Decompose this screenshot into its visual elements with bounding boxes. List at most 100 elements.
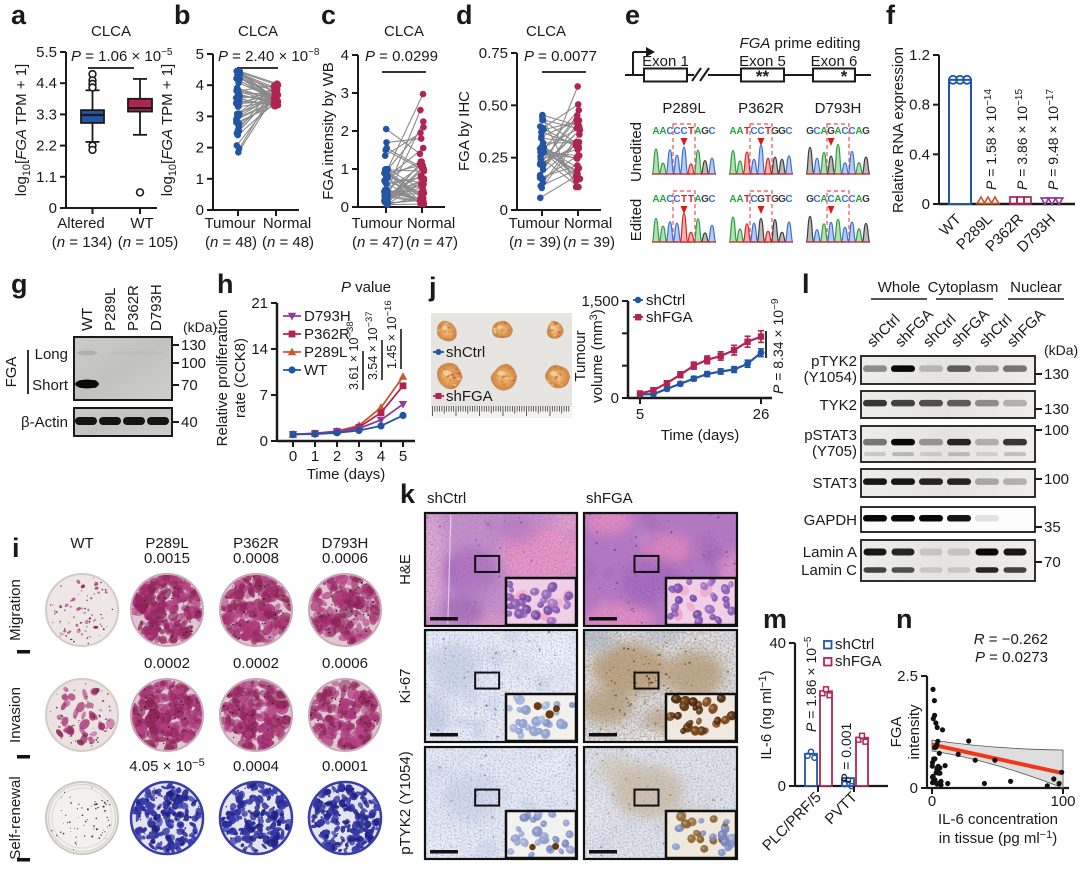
svg-text:C: C <box>708 194 715 205</box>
svg-text:4: 4 <box>377 448 385 465</box>
svg-text:G: G <box>701 126 709 137</box>
svg-text:0.4: 0.4 <box>909 146 930 163</box>
svg-text:Long: Long <box>35 346 68 363</box>
svg-text:WT: WT <box>304 362 327 379</box>
svg-text:Unedited: Unedited <box>628 122 645 182</box>
svg-text:C: C <box>785 126 792 137</box>
svg-text:40: 40 <box>181 414 198 431</box>
svg-text:Ki-67: Ki-67 <box>397 668 414 703</box>
svg-text:0.50: 0.50 <box>479 97 508 114</box>
svg-text:A: A <box>659 126 666 137</box>
svg-text:0.0002: 0.0002 <box>233 655 279 672</box>
svg-text:5: 5 <box>196 46 204 63</box>
svg-text:Nuclear: Nuclear <box>1010 279 1062 296</box>
svg-text:Time (days): Time (days) <box>661 427 740 444</box>
svg-text:P362R: P362R <box>233 535 279 552</box>
svg-text:A: A <box>855 194 862 205</box>
svg-text:f: f <box>886 0 896 30</box>
svg-text:G: G <box>771 126 779 137</box>
svg-text:C: C <box>785 194 792 205</box>
svg-text:130: 130 <box>181 337 206 354</box>
svg-text:A: A <box>694 126 701 137</box>
svg-text:Cytoplasm: Cytoplasm <box>928 279 999 296</box>
svg-text:3: 3 <box>196 108 204 125</box>
svg-text:1: 1 <box>341 161 349 178</box>
svg-text:0: 0 <box>500 202 508 219</box>
svg-text:70: 70 <box>1044 554 1061 571</box>
svg-text:3.3: 3.3 <box>36 106 57 123</box>
svg-text:5: 5 <box>399 448 407 465</box>
svg-text:rate (CCK8): rate (CCK8) <box>232 338 249 418</box>
svg-text:G: G <box>771 194 779 205</box>
svg-text:STAT3: STAT3 <box>813 475 857 492</box>
svg-text:shCtrl: shCtrl <box>446 344 485 361</box>
svg-text:0.75: 0.75 <box>479 45 508 62</box>
svg-text:P289L: P289L <box>102 288 119 331</box>
svg-text:100: 100 <box>1044 422 1069 439</box>
svg-text:0.0002: 0.0002 <box>144 655 190 672</box>
svg-text:CLCA: CLCA <box>526 23 566 40</box>
svg-text:FGA by IHC: FGA by IHC <box>456 91 473 171</box>
svg-text:0.0004: 0.0004 <box>233 758 279 775</box>
svg-text:A: A <box>736 126 743 137</box>
svg-text:G: G <box>757 194 765 205</box>
svg-text:a: a <box>11 0 27 30</box>
svg-text:0.25: 0.25 <box>479 150 508 167</box>
svg-text:A: A <box>694 194 701 205</box>
svg-text:P = 1.86 × 10−5: P = 1.86 × 10−5 <box>803 636 819 732</box>
svg-text:C: C <box>666 126 673 137</box>
svg-text:**: ** <box>756 67 770 86</box>
svg-text:P = 0.0273: P = 0.0273 <box>975 649 1048 666</box>
svg-text:130: 130 <box>1044 366 1069 383</box>
svg-text:Tumour: Tumour <box>204 215 255 232</box>
svg-text:100: 100 <box>1044 471 1069 488</box>
svg-text:(n = 47): (n = 47) <box>352 234 404 251</box>
svg-text:k: k <box>400 479 416 509</box>
svg-text:log10[FGA TPM + 1]: log10[FGA TPM + 1] <box>159 64 179 196</box>
svg-text:CLCA: CLCA <box>238 23 278 40</box>
svg-text:shCtrl: shCtrl <box>646 292 685 309</box>
svg-text:P = 1.06 × 10−5: P = 1.06 × 10−5 <box>71 47 173 65</box>
svg-text:Tumour: Tumour <box>572 330 589 381</box>
svg-text:g: g <box>11 269 28 299</box>
svg-text:3: 3 <box>355 448 363 465</box>
svg-text:G: G <box>806 194 814 205</box>
svg-text:(Y1054): (Y1054) <box>804 369 857 386</box>
svg-text:G: G <box>778 126 786 137</box>
svg-text:TYK2: TYK2 <box>819 397 857 414</box>
svg-text:1: 1 <box>311 448 319 465</box>
svg-text:Tumour: Tumour <box>508 215 559 232</box>
svg-text:T: T <box>688 126 694 137</box>
svg-text:G: G <box>778 194 786 205</box>
svg-text:4: 4 <box>341 47 349 64</box>
svg-text:D793H: D793H <box>304 308 351 325</box>
svg-text:P = 0.0299: P = 0.0299 <box>365 48 438 65</box>
svg-text:70: 70 <box>181 377 198 394</box>
svg-text:Self-renewal: Self-renewal <box>7 776 24 859</box>
svg-text:1.2: 1.2 <box>909 47 930 64</box>
svg-text:P = 8.34 × 10−9: P = 8.34 × 10−9 <box>770 298 786 394</box>
svg-text:0: 0 <box>928 793 936 810</box>
svg-text:P362R: P362R <box>125 285 142 331</box>
svg-text:A: A <box>820 194 827 205</box>
svg-text:26: 26 <box>753 406 770 423</box>
svg-text:0: 0 <box>49 200 57 217</box>
svg-text:l: l <box>802 269 810 299</box>
svg-text:(n = 39): (n = 39) <box>509 234 561 251</box>
svg-text:β-Actin: β-Actin <box>21 414 68 431</box>
svg-text:G: G <box>806 126 814 137</box>
svg-text:WT: WT <box>70 535 93 552</box>
svg-text:4.05 × 10−5: 4.05 × 10−5 <box>129 757 205 775</box>
svg-text:H&E: H&E <box>397 554 414 585</box>
svg-text:P = 3.86 × 10−15: P = 3.86 × 10−15 <box>1014 89 1030 190</box>
svg-text:T: T <box>765 194 771 205</box>
svg-text:C: C <box>813 194 820 205</box>
svg-text:i: i <box>12 533 20 563</box>
svg-text:FGA prime editing: FGA prime editing <box>740 35 861 52</box>
svg-text:shFGA: shFGA <box>446 388 493 405</box>
svg-text:P289L: P289L <box>662 100 705 117</box>
svg-text:0: 0 <box>922 196 930 213</box>
svg-text:A: A <box>834 194 841 205</box>
svg-text:Normal: Normal <box>564 215 612 232</box>
svg-text:0: 0 <box>778 778 786 795</box>
